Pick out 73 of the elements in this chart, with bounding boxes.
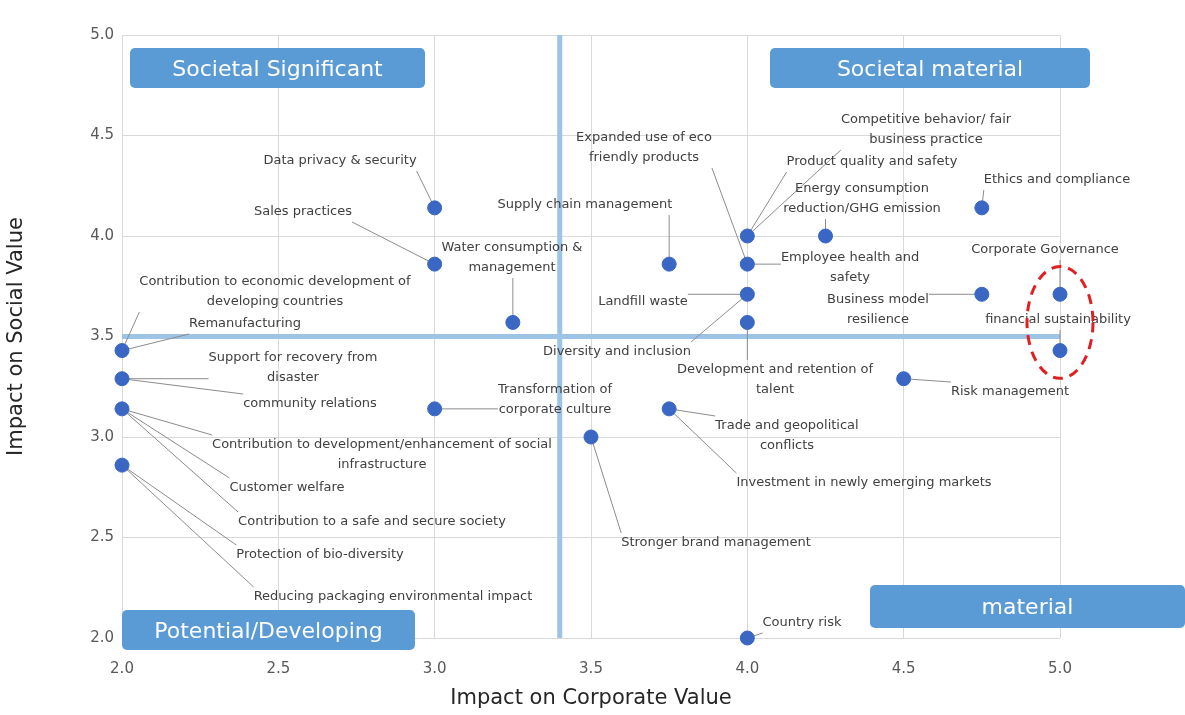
annotation: Transformation of corporate culture [496,381,613,417]
point [505,314,521,330]
point [427,256,443,272]
x-tick-label: 4.5 [891,658,916,677]
annotation: Sales practices [253,203,353,219]
point [114,371,130,387]
annotation: Customer welfare [229,479,345,495]
annotation: Contribution to a safe and secure society [238,513,507,529]
point [739,286,755,302]
annotation: Reducing packaging environmental impact [253,588,533,604]
point [896,371,912,387]
annotation: Risk management [950,383,1070,399]
point [739,256,755,272]
annotation: Business model resilience [827,291,929,327]
point [739,314,755,330]
annotation: Landfill waste [598,293,688,309]
heading-box: Societal material [770,48,1090,88]
annotation: Development and retention of talent [676,361,874,397]
annotation: Ethics and compliance [983,171,1131,187]
x-tick-label: 3.0 [422,658,447,677]
point [974,200,990,216]
y-tick-label: 2.0 [90,627,114,646]
heading-box: material [870,585,1185,628]
annotation: Supply chain management [497,196,673,212]
annotation: community relations [243,395,378,411]
annotation: Diversity and inclusion [543,343,691,359]
point [739,228,755,244]
annotation: Stronger brand management [621,534,811,550]
annotation: Energy consumption reduction/GHG emission [783,180,941,216]
point [114,401,130,417]
annotation: Remanufacturing [188,315,302,331]
annotation: Protection of bio-diversity [236,546,404,562]
y-tick-label: 4.0 [90,225,114,244]
point [661,256,677,272]
point [427,401,443,417]
point [1052,343,1068,359]
y-tick-label: 3.0 [90,426,114,445]
point [974,286,990,302]
heading-box: Societal Significant [130,48,425,88]
annotation: Contribution to development/enhancement of social infrastructure [212,436,552,472]
point [114,343,130,359]
point [114,457,130,473]
y-axis-title: Impact on Social Value [3,217,28,456]
y-tick-label: 5.0 [90,24,114,43]
annotation: Corporate Governance [971,241,1119,257]
annotation: Country risk [762,614,842,630]
point [583,429,599,445]
x-tick-label: 4.0 [735,658,760,677]
annotation: Trade and geopolitical conflicts [714,417,859,453]
y-tick-label: 2.5 [90,527,114,546]
x-tick-label: 2.0 [110,658,134,677]
x-tick-label: 2.5 [266,658,291,677]
annotation: Expanded use of eco friendly products [576,129,712,165]
annotation: Employee health and safety [780,249,920,285]
annotation: Product quality and safety [786,153,958,169]
point [427,200,443,216]
annotation: Water consumption & management [441,239,583,275]
heading-box: Potential/Developing [122,610,415,650]
annotation: Contribution to economic development of developing countries [139,273,412,309]
point [818,228,833,244]
y-tick-label: 4.5 [90,125,114,144]
y-tick-label: 3.5 [90,326,114,345]
annotation: Investment in newly emerging markets [736,474,992,490]
annotation: Support for recovery from disaster [208,349,378,385]
annotation: financial sustainability [985,311,1132,327]
x-tick-label: 5.0 [1048,658,1072,677]
annotation: Data privacy & security [263,152,417,168]
annotation: Competitive behavior/ fair business practice [840,111,1012,147]
point [739,630,755,646]
point [1052,286,1068,302]
point [661,401,677,417]
x-axis-title: Impact on Corporate Value [450,684,732,709]
x-tick-label: 3.5 [579,658,603,677]
